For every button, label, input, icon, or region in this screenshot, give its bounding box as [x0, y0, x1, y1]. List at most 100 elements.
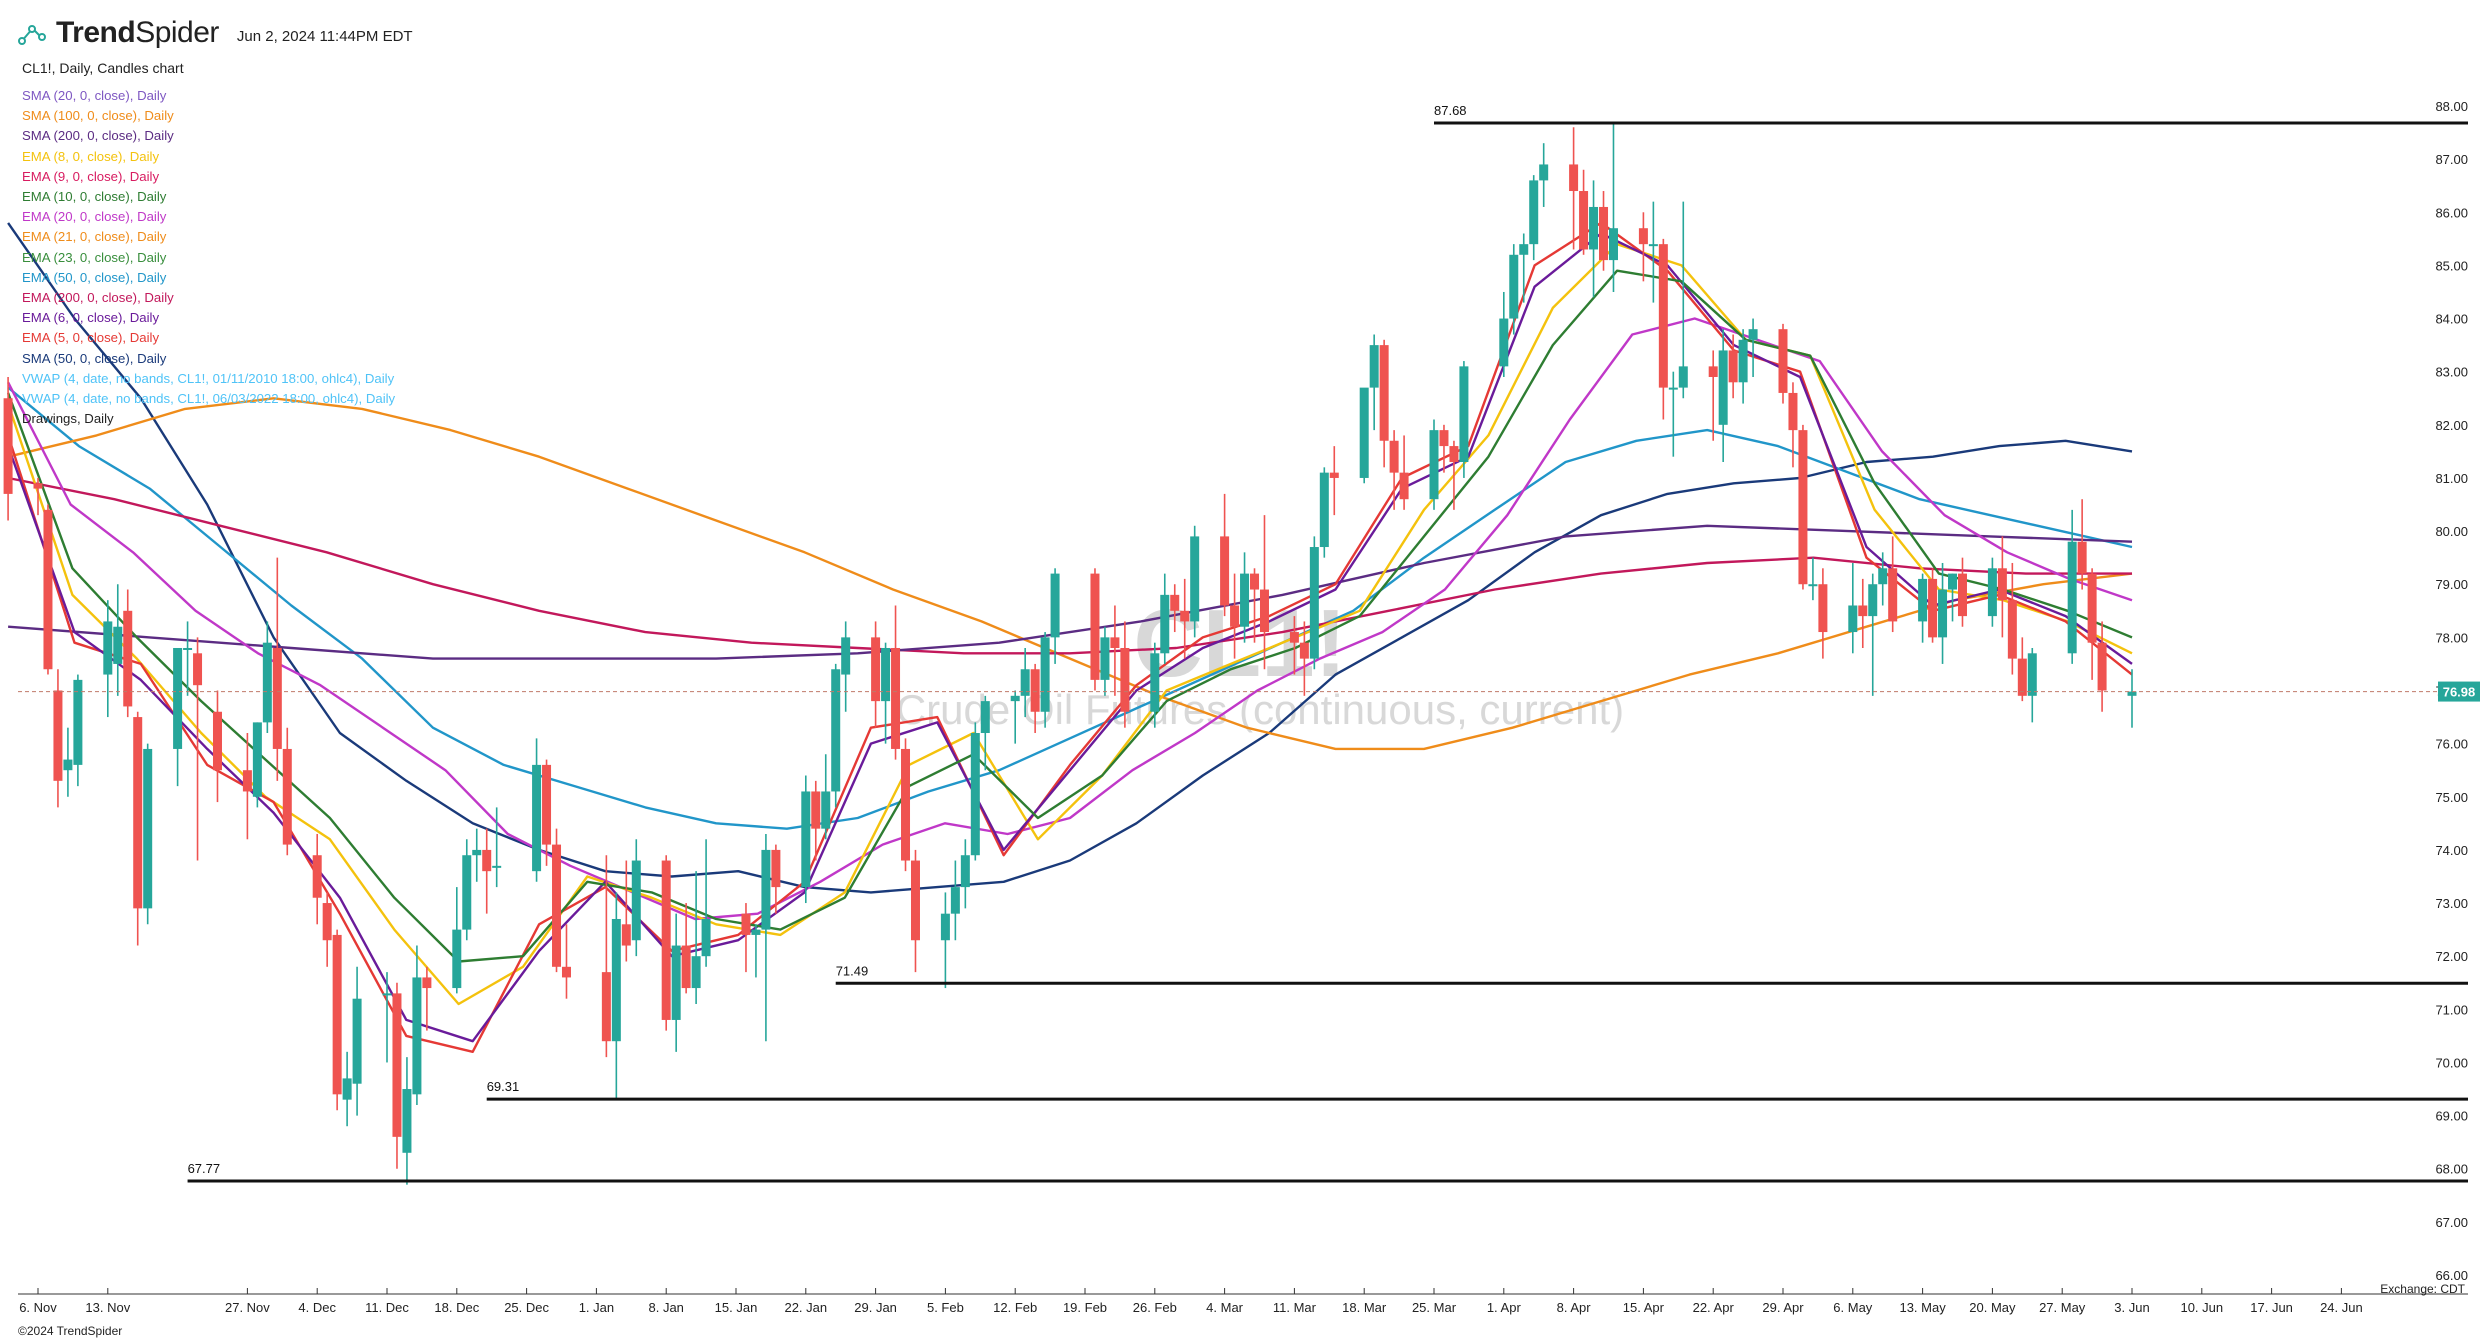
candle [1230, 573, 1240, 659]
moving-average-line [7, 222, 2133, 894]
indicator-legend: SMA (20, 0, close), Daily SMA (100, 0, cl… [22, 86, 395, 429]
candle-body [1190, 536, 1200, 622]
legend-item[interactable]: Drawings, Daily [22, 411, 114, 427]
candle-body [1878, 568, 1888, 585]
legend-item[interactable]: EMA (8, 0, close), Daily [22, 148, 160, 164]
candle [552, 828, 562, 973]
candle-body [212, 711, 222, 771]
chart-header: TrendSpider Jun 2, 2024 11:44PM EDT [18, 16, 413, 50]
brand-name-bold: Trend [56, 16, 136, 49]
candle [741, 903, 751, 973]
candle [242, 733, 252, 840]
axes: 66.00 67.00 68.00 69.00 70.00 71.00 72.00 73.00… [18, 99, 2480, 1315]
candle [1180, 578, 1190, 659]
candle-body [1259, 589, 1269, 633]
candle-body [771, 849, 781, 888]
legend-item[interactable]: EMA (20, 0, close), Daily [22, 209, 167, 225]
x-tick-label: 6. Nov [19, 1300, 57, 1315]
legend-item[interactable]: EMA (10, 0, close), Daily [22, 189, 167, 205]
candle [2077, 499, 2087, 590]
candle [901, 738, 911, 872]
horizontal-levels[interactable]: 87.68 71.49 69.31 67.77 [187, 103, 2468, 1183]
candle-body [2067, 541, 2077, 654]
candle [1599, 191, 1609, 271]
candle-body [661, 860, 671, 1020]
candle-body [1648, 244, 1658, 247]
legend-item[interactable]: SMA (100, 0, close), Daily [22, 108, 174, 124]
candle-body [1389, 440, 1399, 473]
candle [761, 833, 771, 1042]
legend-item[interactable]: EMA (5, 0, close), Daily [22, 330, 160, 346]
candle [1020, 647, 1030, 718]
candle [1748, 318, 1758, 377]
candle [661, 855, 671, 1031]
candle [1150, 642, 1160, 728]
candle-body [1868, 584, 1878, 617]
legend-item[interactable]: EMA (9, 0, close), Daily [22, 168, 160, 184]
candle-body [1918, 578, 1928, 622]
y-tick-label: 69.00 [2435, 1109, 2468, 1124]
candle-body [1250, 573, 1260, 590]
candle-body [1429, 430, 1439, 500]
candle [1928, 568, 1938, 643]
symbol-description: CL1!, Daily, Candles chart [22, 60, 184, 76]
legend-item[interactable]: VWAP (4, date, no bands, CL1!, 06/03/202… [22, 391, 396, 407]
candle [183, 621, 193, 696]
candle [1499, 291, 1509, 377]
candle-body [1748, 329, 1758, 340]
candle [691, 871, 701, 1005]
candle-body [312, 855, 322, 898]
candle [2127, 669, 2137, 728]
candle-body [910, 860, 920, 941]
candle-body [173, 647, 183, 749]
x-tick-label: 20. May [1969, 1300, 2016, 1315]
candle-body [1299, 642, 1309, 659]
legend-item[interactable]: EMA (200, 0, close), Daily [22, 290, 174, 306]
candle-body [2087, 573, 2097, 643]
candle [282, 727, 292, 856]
candle-body [1638, 228, 1648, 245]
candles[interactable] [3, 121, 2137, 1185]
candle [771, 844, 781, 914]
candle [212, 690, 222, 803]
candle-body [1289, 632, 1299, 643]
candle [671, 913, 681, 1052]
candle-body [1987, 568, 1997, 617]
candle-body [492, 865, 502, 868]
candle-body [532, 764, 542, 872]
candle-body [342, 1078, 352, 1100]
candle-body [552, 844, 562, 967]
candle-body [73, 679, 83, 765]
candle-body [970, 733, 980, 856]
candle-body [1359, 387, 1369, 478]
legend-item[interactable]: SMA (200, 0, close), Daily [22, 128, 174, 144]
chart-timestamp: Jun 2, 2024 11:44PM EDT [236, 27, 413, 45]
candle [123, 589, 133, 718]
candle [751, 924, 761, 978]
candle-body [1928, 578, 1938, 638]
candle-body [811, 791, 821, 829]
candle [193, 637, 203, 861]
candle-body [2017, 658, 2027, 696]
legend-item[interactable]: EMA (21, 0, close), Daily [22, 229, 167, 245]
legend-item[interactable]: VWAP (4, date, no bands, CL1!, 01/11/201… [22, 370, 395, 386]
candle [1918, 573, 1928, 643]
x-tick-label: 1. Apr [1487, 1300, 1522, 1315]
x-tick-label: 29. Apr [1762, 1300, 1804, 1315]
candle [950, 860, 960, 941]
candle-body [3, 398, 13, 494]
candle-body [1449, 446, 1459, 463]
legend-item[interactable]: SMA (20, 0, close), Daily [22, 88, 167, 103]
legend-item[interactable]: EMA (23, 0, close), Daily [22, 249, 167, 265]
candle [1648, 201, 1658, 303]
legend-item[interactable]: EMA (50, 0, close), Daily [22, 269, 167, 285]
exchange-label: Exchange: CDT [2380, 1282, 2465, 1296]
candle-body [193, 653, 203, 686]
candle [103, 600, 113, 718]
horizontal-level-label: 71.49 [836, 963, 869, 978]
legend-item[interactable]: SMA (50, 0, close), Daily [22, 350, 167, 366]
candle-body [392, 993, 402, 1137]
candle-body [1160, 594, 1170, 654]
legend-item[interactable]: EMA (6, 0, close), Daily [22, 310, 160, 326]
